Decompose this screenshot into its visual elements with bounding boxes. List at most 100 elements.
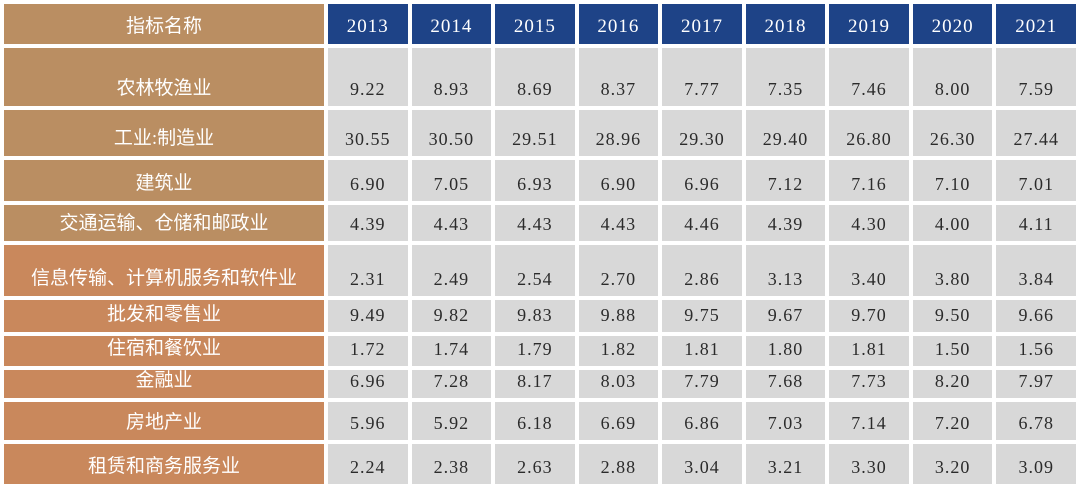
value-cell: 9.83	[495, 300, 575, 332]
value-cell: 9.70	[829, 300, 909, 332]
year-header-cell: 2016	[578, 4, 659, 44]
table-row: 金融业 6.96 7.28 8.17 8.03 7.79 7.68 7.73 8…	[4, 370, 1076, 398]
value-cell: 29.30	[662, 110, 742, 156]
table-row: 工业:制造业 30.55 30.50 29.51 28.96 29.30 29.…	[4, 110, 1076, 156]
value-cell: 1.50	[912, 336, 993, 366]
value-cell: 2.49	[411, 245, 492, 296]
row-label-cell: 房地产业	[4, 402, 324, 440]
year-header-cell: 2019	[829, 4, 909, 44]
value-cell: 4.43	[495, 205, 575, 241]
value-cell: 2.38	[411, 444, 492, 484]
value-cell: 2.31	[328, 245, 408, 296]
value-cell: 7.12	[745, 160, 826, 201]
value-cell: 27.44	[996, 110, 1076, 156]
value-cell: 5.92	[411, 402, 492, 440]
value-cell: 9.66	[996, 300, 1076, 332]
year-header-cell: 2020	[912, 4, 993, 44]
row-label-cell: 金融业	[4, 370, 324, 398]
table-row: 住宿和餐饮业 1.72 1.74 1.79 1.82 1.81 1.80 1.8…	[4, 336, 1076, 366]
value-cell: 1.74	[411, 336, 492, 366]
value-cell: 9.50	[912, 300, 993, 332]
value-cell: 1.80	[745, 336, 826, 366]
value-cell: 7.03	[745, 402, 826, 440]
row-label-cell: 住宿和餐饮业	[4, 336, 324, 366]
value-cell: 7.20	[912, 402, 993, 440]
value-cell: 9.82	[411, 300, 492, 332]
value-cell: 1.82	[578, 336, 659, 366]
table-row: 租赁和商务服务业 2.24 2.38 2.63 2.88 3.04 3.21 3…	[4, 444, 1076, 484]
value-cell: 2.86	[662, 245, 742, 296]
value-cell: 7.97	[996, 370, 1076, 398]
value-cell: 9.75	[662, 300, 742, 332]
value-cell: 30.50	[411, 110, 492, 156]
value-cell: 8.20	[912, 370, 993, 398]
value-cell: 7.16	[829, 160, 909, 201]
value-cell: 4.39	[328, 205, 408, 241]
value-cell: 2.88	[578, 444, 659, 484]
value-cell: 7.28	[411, 370, 492, 398]
year-header-cell: 2013	[328, 4, 408, 44]
value-cell: 6.96	[328, 370, 408, 398]
value-cell: 3.40	[829, 245, 909, 296]
value-cell: 1.72	[328, 336, 408, 366]
value-cell: 7.59	[996, 48, 1076, 106]
value-cell: 3.20	[912, 444, 993, 484]
value-cell: 30.55	[328, 110, 408, 156]
table-row: 房地产业 5.96 5.92 6.18 6.69 6.86 7.03 7.14 …	[4, 402, 1076, 440]
row-label-cell: 工业:制造业	[4, 110, 324, 156]
value-cell: 3.30	[829, 444, 909, 484]
year-header-cell: 2015	[495, 4, 575, 44]
value-cell: 28.96	[578, 110, 659, 156]
year-header-cell: 2017	[662, 4, 742, 44]
row-label-cell: 信息传输、计算机服务和软件业	[4, 245, 324, 296]
value-cell: 6.78	[996, 402, 1076, 440]
value-cell: 4.00	[912, 205, 993, 241]
value-cell: 1.81	[662, 336, 742, 366]
value-cell: 6.69	[578, 402, 659, 440]
row-label-cell: 租赁和商务服务业	[4, 444, 324, 484]
value-cell: 3.09	[996, 444, 1076, 484]
value-cell: 6.96	[662, 160, 742, 201]
value-cell: 26.30	[912, 110, 993, 156]
value-cell: 7.05	[411, 160, 492, 201]
value-cell: 2.70	[578, 245, 659, 296]
value-cell: 6.90	[328, 160, 408, 201]
row-label-cell: 交通运输、仓储和邮政业	[4, 205, 324, 241]
value-cell: 7.79	[662, 370, 742, 398]
value-cell: 3.04	[662, 444, 742, 484]
value-cell: 1.79	[495, 336, 575, 366]
value-cell: 4.11	[996, 205, 1076, 241]
value-cell: 9.67	[745, 300, 826, 332]
table-header-row: 指标名称 2013 2014 2015 2016 2017 2018 2019 …	[4, 4, 1076, 44]
value-cell: 5.96	[328, 402, 408, 440]
value-cell: 7.77	[662, 48, 742, 106]
value-cell: 1.81	[829, 336, 909, 366]
value-cell: 2.63	[495, 444, 575, 484]
value-cell: 26.80	[829, 110, 909, 156]
value-cell: 7.35	[745, 48, 826, 106]
table-row: 建筑业 6.90 7.05 6.93 6.90 6.96 7.12 7.16 7…	[4, 160, 1076, 201]
value-cell: 1.56	[996, 336, 1076, 366]
value-cell: 4.46	[662, 205, 742, 241]
value-cell: 6.86	[662, 402, 742, 440]
value-cell: 6.93	[495, 160, 575, 201]
value-cell: 7.68	[745, 370, 826, 398]
value-cell: 2.24	[328, 444, 408, 484]
table-row: 信息传输、计算机服务和软件业 2.31 2.49 2.54 2.70 2.86 …	[4, 245, 1076, 296]
value-cell: 8.03	[578, 370, 659, 398]
value-cell: 4.43	[411, 205, 492, 241]
value-cell: 9.49	[328, 300, 408, 332]
value-cell: 6.18	[495, 402, 575, 440]
value-cell: 2.54	[495, 245, 575, 296]
value-cell: 29.40	[745, 110, 826, 156]
row-label-cell: 建筑业	[4, 160, 324, 201]
value-cell: 3.21	[745, 444, 826, 484]
year-header-cell: 2018	[745, 4, 826, 44]
table-row: 批发和零售业 9.49 9.82 9.83 9.88 9.75 9.67 9.7…	[4, 300, 1076, 332]
row-label-cell: 农林牧渔业	[4, 48, 324, 106]
value-cell: 3.84	[996, 245, 1076, 296]
value-cell: 4.43	[578, 205, 659, 241]
table-row: 交通运输、仓储和邮政业 4.39 4.43 4.43 4.43 4.46 4.3…	[4, 205, 1076, 241]
value-cell: 7.73	[829, 370, 909, 398]
